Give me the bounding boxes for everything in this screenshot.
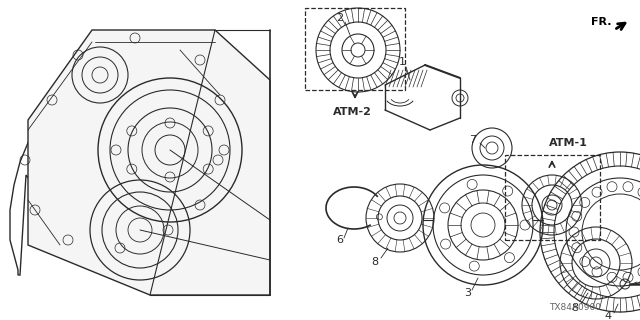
Text: 8: 8 [371, 257, 379, 267]
Text: 2: 2 [337, 13, 344, 23]
Text: ATM-1: ATM-1 [548, 138, 588, 148]
Text: 6: 6 [337, 235, 344, 245]
Polygon shape [28, 30, 270, 295]
Text: 7: 7 [469, 135, 477, 145]
Text: 8: 8 [572, 303, 579, 313]
Text: ATM-2: ATM-2 [333, 107, 371, 117]
Text: FR.: FR. [591, 17, 611, 27]
Text: TX84A0900: TX84A0900 [549, 303, 601, 313]
Polygon shape [10, 33, 216, 275]
Text: 1: 1 [399, 57, 406, 67]
Text: 5: 5 [639, 275, 640, 285]
Text: 3: 3 [465, 288, 472, 298]
Text: 4: 4 [604, 311, 612, 320]
